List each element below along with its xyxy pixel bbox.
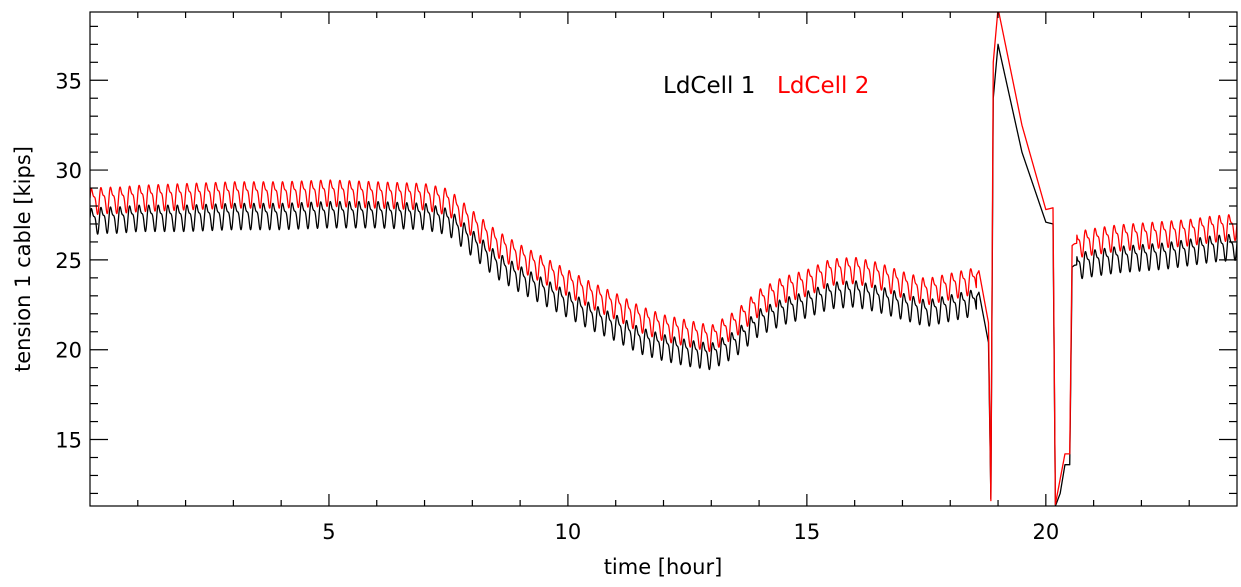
ticks-layer: 5 10 15 20 15 20 25 30 35 bbox=[55, 12, 1237, 544]
legend-label-ldcell-1: LdCell 1 bbox=[663, 73, 755, 99]
y-tick-label: 35 bbox=[55, 69, 82, 93]
y-tick-label: 30 bbox=[55, 159, 82, 183]
legend-label-ldcell-2: LdCell 2 bbox=[777, 73, 869, 99]
y-axis-label: tension 1 cable [kips] bbox=[11, 146, 35, 372]
series-line-1 bbox=[90, 43, 1237, 506]
series-line-2 bbox=[90, 12, 1237, 505]
x-tick-label: 10 bbox=[555, 520, 582, 544]
x-tick-label: 15 bbox=[794, 520, 821, 544]
y-tick-label: 25 bbox=[55, 249, 82, 273]
series-layer bbox=[90, 12, 1237, 506]
x-tick-label: 20 bbox=[1032, 520, 1059, 544]
x-axis-label: time [hour] bbox=[604, 555, 723, 579]
x-tick-label: 5 bbox=[322, 520, 335, 544]
y-tick-label: 15 bbox=[55, 429, 82, 453]
y-tick-label: 20 bbox=[55, 339, 82, 363]
legend: LdCell 1 LdCell 2 bbox=[663, 73, 869, 99]
